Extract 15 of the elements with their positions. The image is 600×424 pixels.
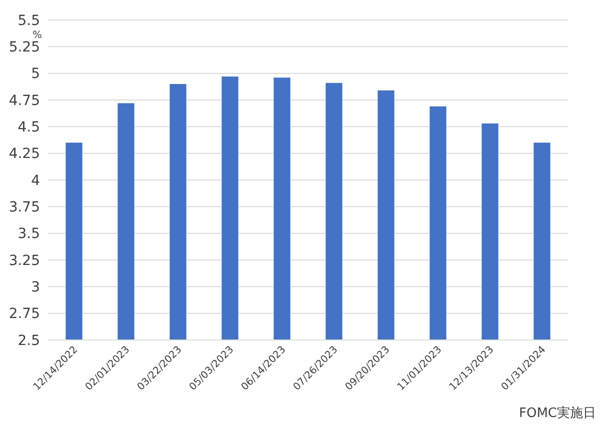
y-tick-label: 3 <box>31 280 40 296</box>
y-tick-label: 4 <box>31 172 40 189</box>
y-tick-label: 5.25 <box>8 40 40 56</box>
x-axis-title: FOMC実施日 <box>518 405 596 421</box>
y-tick-label: 4.25 <box>8 146 40 162</box>
y-tick-label: 2.5 <box>18 332 40 349</box>
y-axis-title: % <box>32 30 42 41</box>
y-tick-label: 3.75 <box>8 200 40 216</box>
y-tick-label: 2.75 <box>8 306 40 322</box>
y-tick-label: 4.75 <box>8 92 40 109</box>
y-tick-label: 3.5 <box>18 226 40 242</box>
y-tick-label: 4.5 <box>18 120 40 136</box>
y-tick-label: 5.5 <box>18 12 40 29</box>
y-tick-label: 5 <box>31 66 40 82</box>
y-tick-label: 3.25 <box>8 252 40 269</box>
